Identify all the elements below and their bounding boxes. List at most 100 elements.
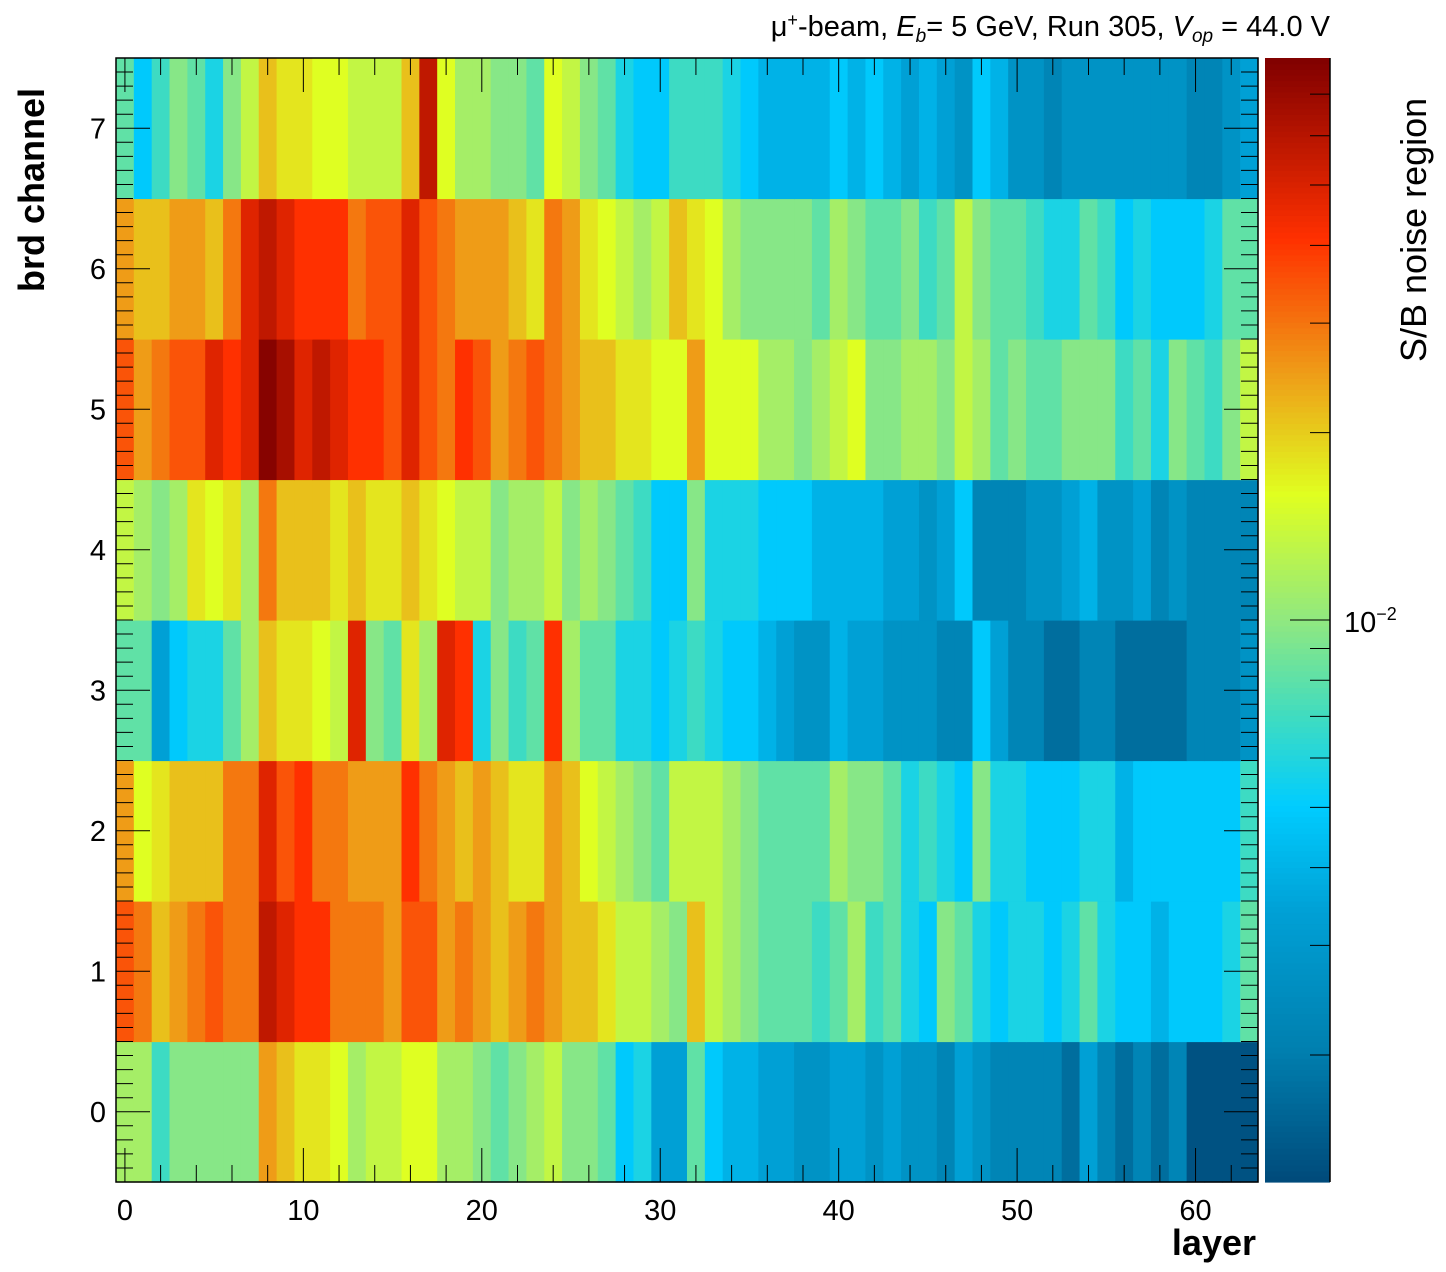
heatmap-cell [758, 1041, 777, 1183]
heatmap-cell [669, 760, 688, 902]
heatmap-cell [597, 479, 617, 621]
heatmap-cell [1097, 901, 1116, 1043]
heatmap-cell [1204, 58, 1223, 200]
colorbar-segment [1265, 760, 1330, 767]
heatmap-cell [1133, 339, 1152, 481]
heatmap-cell [205, 901, 224, 1043]
colorbar-segment [1265, 558, 1330, 565]
colorbar-segment [1265, 625, 1330, 632]
heatmap-cell [901, 901, 920, 1043]
colorbar-segment [1265, 1108, 1330, 1116]
heatmap-cell [811, 339, 831, 481]
colorbar-segment [1265, 282, 1330, 290]
heatmap-cell [1043, 198, 1063, 340]
colorbar-segment [1265, 856, 1330, 863]
heatmap-cell [330, 479, 349, 621]
heatmap-cell [1026, 58, 1045, 200]
colorbar-segment [1265, 1086, 1330, 1093]
heatmap-cell [490, 1041, 510, 1183]
heatmap-cell [883, 901, 902, 1043]
heatmap-cell [169, 479, 188, 621]
heatmap-cell [1150, 339, 1170, 481]
heatmap-cell [1168, 339, 1188, 481]
colorbar-segment [1265, 1148, 1330, 1155]
colorbar-segment [1265, 962, 1330, 970]
heatmap-cell [562, 479, 581, 621]
heatmap-cell [1186, 58, 1206, 200]
heatmap-cell [240, 1041, 260, 1183]
colorbar-segment [1265, 192, 1330, 200]
heatmap-cell [240, 760, 260, 902]
colorbar-segment [1265, 670, 1330, 677]
title-vop-value: = 44.0 V [1213, 11, 1330, 43]
heatmap-cell [562, 1041, 581, 1183]
heatmap-cell [704, 760, 724, 902]
colorbar-segment [1265, 496, 1330, 503]
heatmap-cell [847, 198, 867, 340]
colorbar-segment [1265, 715, 1330, 722]
heatmap-cell [383, 479, 403, 621]
heatmap-cell [579, 1041, 599, 1183]
heatmap-cell [1008, 901, 1027, 1043]
heatmap-cell [365, 760, 385, 902]
heatmap-cell [365, 339, 385, 481]
heatmap-cell [437, 760, 456, 902]
colorbar-segment [1265, 743, 1330, 750]
heatmap-cell [490, 58, 510, 200]
colorbar-segment [1265, 923, 1330, 930]
colorbar-segment [1265, 485, 1330, 492]
colorbar-segment [1265, 822, 1330, 829]
heatmap-cell [1008, 479, 1027, 621]
heatmap-cell [776, 620, 795, 762]
heatmap-cell [240, 901, 260, 1043]
heatmap-cell [1097, 58, 1116, 200]
heatmap-cell [829, 620, 849, 762]
heatmap-cell [1150, 760, 1170, 902]
colorbar-segment [1265, 709, 1330, 717]
colorbar-segment [1265, 861, 1330, 868]
title-eb-value: = 5 GeV, Run 305, [926, 11, 1173, 43]
heatmap-cell [794, 760, 813, 902]
heatmap-cell [829, 901, 849, 1043]
heatmap-cell [776, 339, 795, 481]
colorbar-segment [1265, 501, 1330, 509]
heatmap-cell [526, 620, 545, 762]
heatmap-cell [722, 339, 742, 481]
heatmap-cell [1115, 620, 1134, 762]
heatmap-cell [1150, 58, 1170, 200]
heatmap-cell [240, 198, 260, 340]
heatmap-cell [847, 58, 867, 200]
colorbar-segment [1265, 912, 1330, 919]
x-tick-label: 40 [823, 1195, 855, 1227]
heatmap-cell [883, 479, 902, 621]
heatmap-cell [276, 760, 296, 902]
heatmap-cell [419, 620, 438, 762]
heatmap-cell [401, 760, 420, 902]
colorbar-segment [1265, 468, 1330, 475]
colorbar-segment [1265, 569, 1330, 576]
colorbar-segment [1265, 1063, 1330, 1071]
heatmap-cell [1168, 620, 1188, 762]
heatmap-cell [579, 901, 599, 1043]
colorbar-segment [1265, 957, 1330, 964]
heatmap-cell [258, 901, 278, 1043]
heatmap-cell [562, 339, 581, 481]
heatmap-cell [740, 198, 759, 340]
heatmap-cell [330, 1041, 349, 1183]
colorbar-segment [1265, 575, 1330, 582]
colorbar-segment [1265, 102, 1330, 110]
heatmap-cell [829, 760, 849, 902]
heatmap-cell [776, 198, 795, 340]
heatmap-cell [455, 58, 474, 200]
heatmap-cell [276, 1041, 296, 1183]
heatmap-cell [526, 58, 545, 200]
colorbar-segment [1265, 945, 1330, 953]
heatmap-cell [312, 198, 331, 340]
colorbar-segment [1265, 721, 1330, 728]
heatmap-cell [294, 479, 313, 621]
heatmap-cell [615, 620, 635, 762]
heatmap-cell [615, 198, 635, 340]
colorbar-segment [1265, 350, 1330, 357]
heatmap-cell [579, 479, 599, 621]
heatmap-cell [847, 479, 867, 621]
